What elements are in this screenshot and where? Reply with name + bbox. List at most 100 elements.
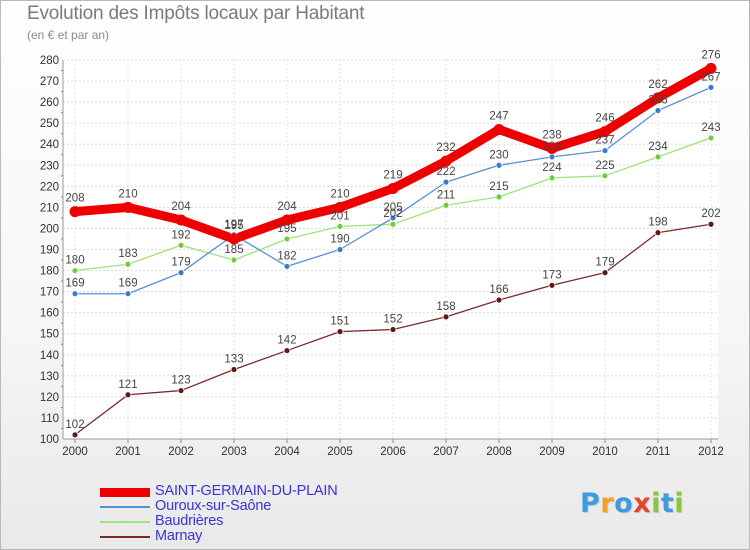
data-point (281, 214, 293, 226)
x-tick-label: 2007 (433, 446, 459, 458)
data-label: 219 (383, 169, 402, 181)
data-label: 182 (277, 250, 296, 262)
data-point (177, 387, 185, 394)
data-point (442, 313, 450, 321)
data-point (599, 126, 611, 138)
data-label: 123 (171, 375, 190, 387)
data-label: 232 (436, 142, 455, 154)
x-tick-label: 2012 (698, 446, 724, 458)
y-tick-label: 130 (40, 371, 59, 383)
x-tick-label: 2004 (274, 446, 300, 458)
data-label: 238 (542, 129, 561, 141)
proxiti-logo: Proxiti (580, 488, 684, 519)
data-point (69, 206, 81, 218)
x-tick-label: 2003 (221, 446, 247, 458)
y-tick-label: 240 (40, 139, 59, 151)
data-label: 247 (489, 110, 508, 122)
data-point (230, 366, 238, 373)
data-point (493, 123, 505, 135)
x-tick-label: 2006 (380, 446, 406, 458)
data-label: 179 (171, 257, 190, 269)
data-label: 185 (224, 244, 243, 256)
data-point (705, 62, 717, 74)
data-point (495, 161, 503, 169)
x-tick-label: 2001 (115, 446, 141, 458)
data-point (442, 178, 450, 186)
x-tick-label: 2008 (486, 446, 512, 458)
data-label: 222 (436, 166, 455, 178)
data-label: 230 (489, 149, 508, 161)
data-label: 198 (648, 217, 667, 229)
logo-letter: o (614, 488, 634, 519)
data-point (442, 201, 450, 209)
y-tick-label: 140 (40, 350, 59, 362)
data-point (175, 214, 187, 226)
y-tick-label: 190 (40, 245, 59, 257)
y-tick-label: 260 (40, 97, 59, 109)
data-label: 237 (595, 135, 614, 147)
data-point (334, 201, 346, 213)
data-label: 276 (701, 49, 720, 61)
data-label: 234 (648, 141, 668, 153)
data-point (389, 326, 397, 333)
data-label: 262 (648, 79, 667, 91)
data-point (389, 220, 397, 228)
data-point (601, 269, 609, 277)
data-label: 256 (648, 95, 667, 107)
y-tick-label: 230 (40, 160, 59, 172)
y-tick-label: 250 (40, 118, 59, 130)
data-point (707, 220, 715, 228)
data-point (122, 201, 134, 213)
data-point (283, 235, 291, 243)
data-point (177, 269, 185, 277)
data-point (387, 182, 399, 194)
legend-swatch (100, 506, 150, 508)
legend-item: SAINT-GERMAIN-DU-PLAIN (100, 483, 400, 499)
data-label: 243 (701, 122, 720, 134)
data-point (440, 155, 452, 167)
data-label: 224 (542, 162, 562, 174)
logo-letter: i (674, 488, 685, 519)
data-label: 169 (118, 278, 137, 290)
data-point (336, 328, 344, 336)
x-tick-label: 2010 (592, 446, 618, 458)
data-label: 151 (330, 316, 349, 328)
x-tick-label: 2002 (168, 446, 194, 458)
data-point (228, 233, 240, 245)
data-label: 152 (383, 314, 402, 326)
logo-letter: r (600, 488, 615, 519)
legend-label: Baudrières (155, 513, 224, 529)
data-point (124, 260, 132, 268)
data-point (548, 281, 556, 289)
legend-item: Ouroux-sur-Saône (100, 498, 400, 514)
data-label: 179 (595, 257, 614, 269)
data-point (389, 214, 397, 222)
y-tick-label: 180 (40, 266, 59, 278)
y-tick-label: 280 (40, 55, 59, 67)
data-label: 246 (595, 113, 614, 125)
data-point (707, 134, 715, 142)
data-label: 173 (542, 269, 561, 281)
data-point (707, 83, 715, 91)
data-label: 158 (436, 301, 455, 313)
data-point (654, 229, 662, 237)
data-label: 204 (277, 201, 297, 213)
y-tick-label: 150 (40, 329, 59, 341)
data-label: 210 (118, 188, 137, 200)
data-label: 234 (542, 141, 562, 153)
y-tick-label: 210 (40, 202, 59, 214)
x-tick-label: 2005 (327, 446, 353, 458)
legend-swatch (100, 487, 150, 497)
data-point (495, 296, 503, 304)
chart-subtitle: (en € et par an) (27, 28, 110, 42)
x-tick-label: 2000 (62, 446, 88, 458)
data-label: 202 (383, 208, 402, 220)
legend-item: Marnay (100, 528, 400, 544)
data-point (336, 222, 344, 230)
data-point (548, 174, 556, 182)
data-label: 121 (118, 379, 137, 391)
x-tick-label: 2009 (539, 446, 565, 458)
data-label: 169 (65, 278, 84, 290)
legend-label: Marnay (155, 528, 203, 544)
